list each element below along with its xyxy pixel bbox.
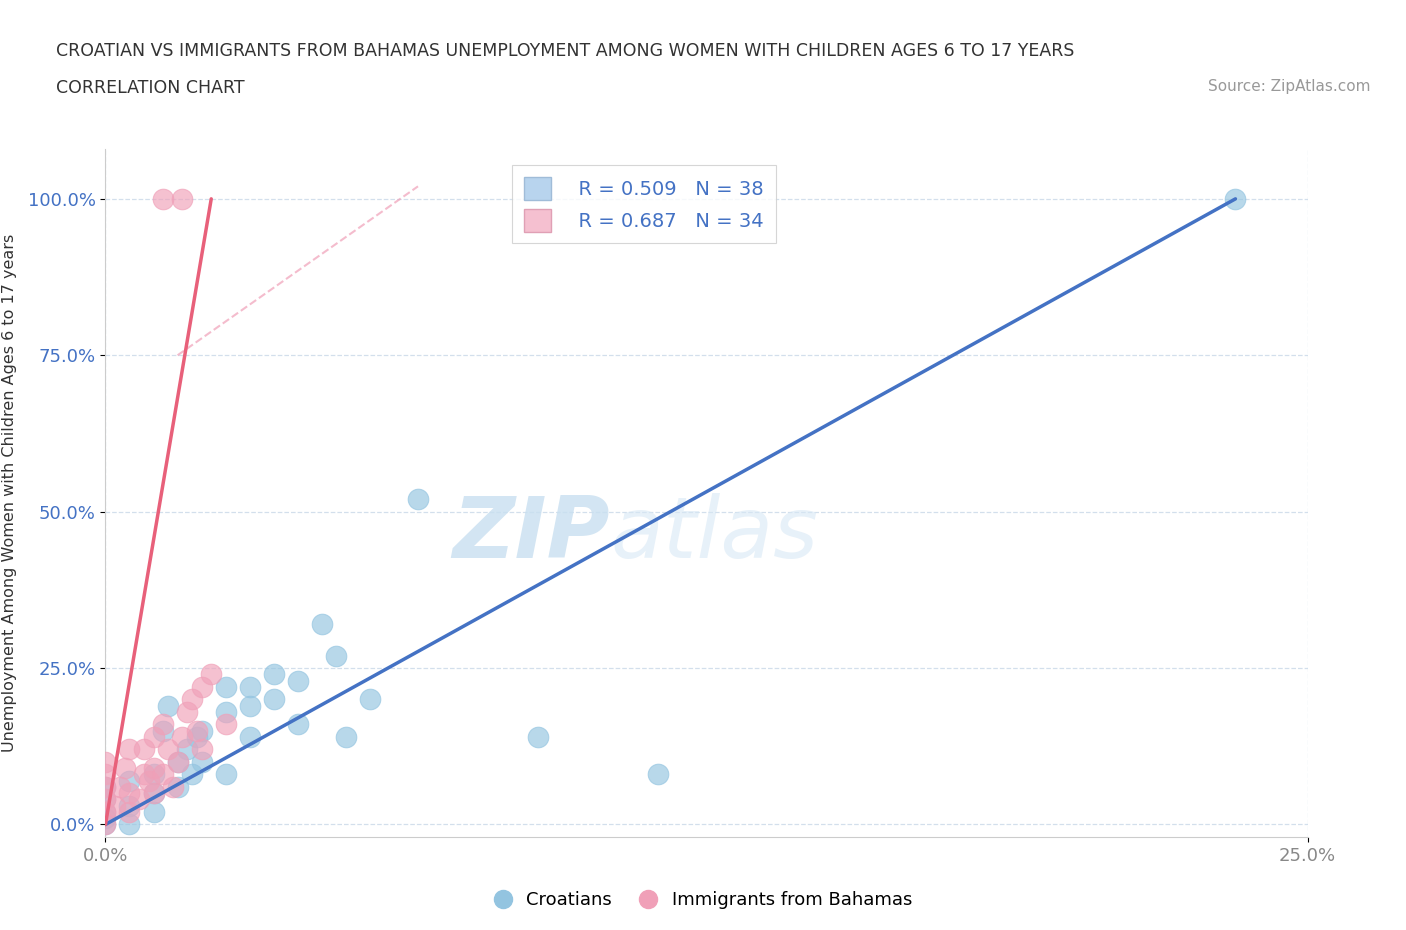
Point: [647, 767, 669, 782]
Point: [152, 724, 174, 738]
Point: [325, 648, 347, 663]
Point: [94, 804, 117, 819]
Point: [118, 804, 141, 819]
Text: Source: ZipAtlas.com: Source: ZipAtlas.com: [1208, 79, 1371, 94]
Point: [214, 680, 236, 695]
Text: atlas: atlas: [610, 493, 818, 576]
Point: [156, 698, 179, 713]
Point: [166, 754, 188, 769]
Point: [94, 779, 117, 794]
Point: [128, 792, 150, 807]
Legend: Croatians, Immigrants from Bahamas: Croatians, Immigrants from Bahamas: [486, 884, 920, 916]
Point: [94, 817, 117, 832]
Point: [94, 754, 117, 769]
Point: [181, 692, 204, 707]
Point: [152, 717, 174, 732]
Point: [239, 680, 262, 695]
Point: [142, 786, 165, 801]
Point: [166, 754, 188, 769]
Point: [287, 717, 309, 732]
Point: [263, 667, 285, 682]
Legend:   R = 0.509   N = 38,   R = 0.687   N = 34: R = 0.509 N = 38, R = 0.687 N = 34: [512, 166, 776, 244]
Point: [94, 767, 117, 782]
Point: [287, 673, 309, 688]
Point: [142, 767, 165, 782]
Point: [190, 680, 212, 695]
Point: [263, 692, 285, 707]
Point: [156, 742, 179, 757]
Point: [118, 817, 141, 832]
Point: [138, 773, 160, 788]
Point: [186, 729, 208, 744]
Point: [311, 617, 333, 631]
Point: [94, 792, 117, 807]
Point: [190, 754, 212, 769]
Point: [114, 761, 136, 776]
Point: [132, 742, 155, 757]
Point: [94, 779, 117, 794]
Point: [239, 698, 262, 713]
Point: [166, 779, 188, 794]
Point: [94, 811, 117, 826]
Point: [118, 786, 141, 801]
Point: [176, 742, 198, 757]
Point: [190, 742, 212, 757]
Point: [527, 729, 550, 744]
Point: [200, 667, 222, 682]
Point: [214, 767, 236, 782]
Point: [94, 804, 117, 819]
Point: [94, 792, 117, 807]
Point: [214, 717, 236, 732]
Point: [142, 761, 165, 776]
Text: ZIP: ZIP: [453, 493, 610, 576]
Point: [190, 724, 212, 738]
Point: [181, 767, 204, 782]
Point: [118, 773, 141, 788]
Point: [335, 729, 357, 744]
Point: [118, 742, 141, 757]
Point: [132, 767, 155, 782]
Point: [172, 192, 194, 206]
Point: [118, 798, 141, 813]
Point: [186, 724, 208, 738]
Point: [152, 192, 174, 206]
Point: [104, 798, 127, 813]
Point: [142, 786, 165, 801]
Point: [152, 767, 174, 782]
Y-axis label: Unemployment Among Women with Children Ages 6 to 17 years: Unemployment Among Women with Children A…: [1, 233, 17, 752]
Text: CORRELATION CHART: CORRELATION CHART: [56, 79, 245, 97]
Point: [142, 804, 165, 819]
Point: [214, 704, 236, 719]
Point: [1225, 192, 1247, 206]
Point: [172, 729, 194, 744]
Point: [239, 729, 262, 744]
Point: [406, 492, 429, 507]
Point: [359, 692, 381, 707]
Point: [94, 817, 117, 832]
Point: [108, 779, 131, 794]
Text: CROATIAN VS IMMIGRANTS FROM BAHAMAS UNEMPLOYMENT AMONG WOMEN WITH CHILDREN AGES : CROATIAN VS IMMIGRANTS FROM BAHAMAS UNEM…: [56, 42, 1074, 60]
Point: [176, 704, 198, 719]
Point: [142, 729, 165, 744]
Point: [162, 779, 184, 794]
